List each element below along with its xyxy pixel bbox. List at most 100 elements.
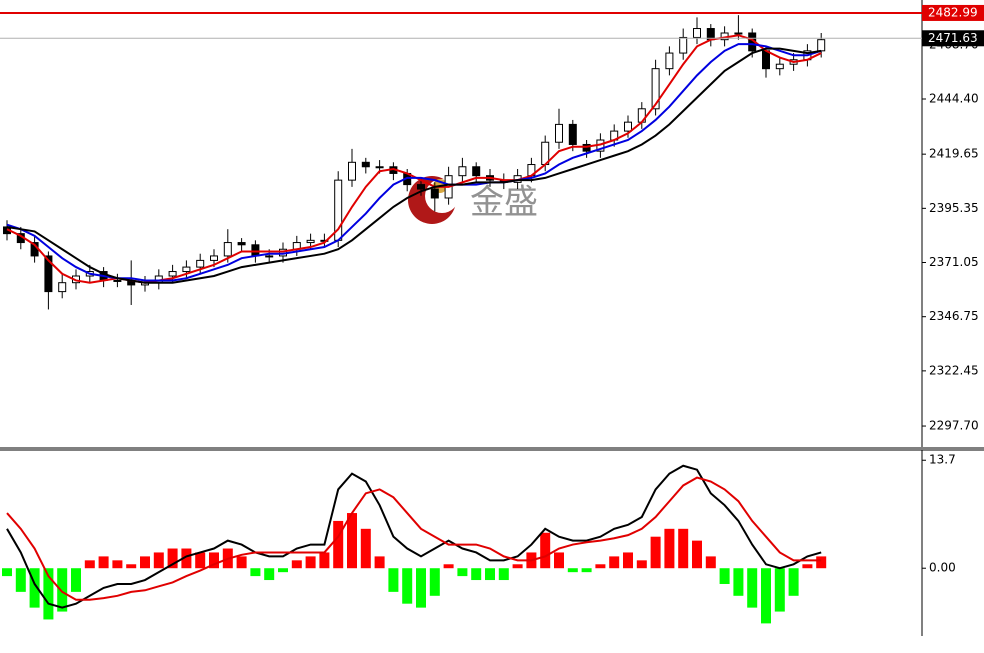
y-tick-label: 0.00 — [929, 561, 956, 575]
histogram-bar — [719, 568, 730, 584]
histogram-bar — [609, 556, 620, 569]
candle-body — [210, 255, 218, 261]
histogram-bar — [554, 552, 564, 569]
candle-body — [582, 143, 591, 152]
candle-body — [361, 161, 370, 168]
histogram-bar — [485, 568, 495, 581]
candle-body — [679, 36, 688, 54]
candle-body — [665, 52, 674, 70]
candle-body — [693, 28, 701, 38]
histogram-bar — [15, 568, 26, 592]
y-tick-label: 2371.05 — [929, 255, 979, 269]
histogram-bar — [774, 568, 785, 612]
candle-body — [762, 50, 770, 70]
histogram-bar — [581, 568, 592, 573]
histogram-bar — [636, 560, 647, 569]
candle-body — [168, 271, 177, 277]
y-tick-label: 2395.35 — [929, 201, 979, 215]
histogram-bar — [498, 568, 509, 581]
candle-body — [651, 68, 660, 110]
histogram-bar — [319, 552, 330, 569]
indicator-line — [6, 476, 822, 601]
candle-body — [568, 123, 577, 145]
candle-body — [196, 259, 205, 268]
candle-body — [251, 244, 260, 257]
y-tick-label: 2322.45 — [929, 363, 979, 377]
candle-body — [348, 161, 356, 181]
histogram-bar — [98, 556, 109, 569]
candle-body — [472, 166, 481, 177]
histogram-bar — [236, 556, 247, 569]
candle-body — [417, 184, 425, 190]
histogram-bar — [595, 564, 606, 569]
histogram-bar — [692, 540, 702, 569]
candle-body — [223, 242, 232, 257]
histogram-bar — [623, 552, 633, 569]
histogram-bar — [733, 568, 744, 596]
candle-body — [113, 279, 122, 282]
histogram-bar — [705, 556, 716, 569]
histogram-bar — [195, 552, 206, 569]
indicator-line — [6, 464, 822, 609]
histogram-bar — [802, 564, 813, 569]
candle-body — [265, 255, 274, 258]
candle-body — [375, 166, 384, 169]
y-tick-label: 2297.70 — [929, 419, 979, 433]
candle-body — [430, 188, 439, 199]
histogram-bar — [2, 568, 12, 577]
price-label-box — [922, 4, 984, 21]
histogram-bar — [140, 556, 150, 569]
histogram-bar — [678, 528, 689, 569]
candle-body — [182, 266, 191, 273]
histogram-bar — [816, 556, 827, 569]
histogram-bar — [471, 568, 482, 581]
y-tick-label: 2444.40 — [929, 91, 979, 105]
histogram-bar — [374, 556, 385, 569]
price-label: 2482.99 — [928, 5, 978, 19]
histogram-bar — [402, 568, 413, 604]
histogram-bar — [264, 568, 275, 581]
histogram-bar — [388, 568, 399, 592]
histogram-bar — [788, 568, 799, 596]
histogram-bar — [29, 568, 40, 608]
histogram-bar — [416, 568, 426, 608]
histogram-bar — [209, 552, 219, 569]
candle-body — [306, 239, 315, 244]
histogram-bar — [153, 552, 164, 569]
candle-body — [624, 121, 632, 132]
histogram-bar — [305, 556, 316, 569]
histogram-bar — [43, 568, 54, 620]
histogram-bar — [291, 560, 302, 569]
histogram-bar — [747, 568, 758, 608]
histogram-bar — [360, 528, 371, 569]
histogram-bar — [443, 564, 454, 569]
candle-body — [817, 39, 826, 52]
indicator-line — [6, 47, 822, 284]
histogram-bar — [457, 568, 468, 577]
histogram-bar — [250, 568, 261, 577]
histogram-bar — [126, 564, 137, 569]
histogram-bar — [181, 548, 192, 569]
y-tick-label: 13.7 — [929, 453, 956, 467]
histogram-bar — [512, 564, 523, 569]
histogram-bar — [71, 568, 81, 592]
histogram-bar — [567, 568, 578, 573]
histogram-bar — [333, 520, 344, 569]
indicator-line — [6, 43, 822, 282]
histogram-bar — [761, 568, 771, 624]
y-tick-label: 2346.75 — [929, 309, 979, 323]
histogram-bar — [347, 513, 357, 569]
histogram-bar — [540, 532, 551, 569]
candle-body — [734, 32, 743, 35]
watermark-text: 金盛 — [470, 183, 538, 223]
candle-body — [555, 123, 563, 143]
candle-body — [237, 242, 246, 246]
histogram-bar — [650, 536, 661, 569]
candle-body — [44, 255, 53, 293]
histogram-bar — [167, 548, 178, 569]
histogram-bar — [84, 560, 95, 569]
histogram-bar — [429, 568, 440, 596]
candle-body — [58, 282, 67, 293]
y-tick-label: 2419.65 — [929, 147, 979, 161]
